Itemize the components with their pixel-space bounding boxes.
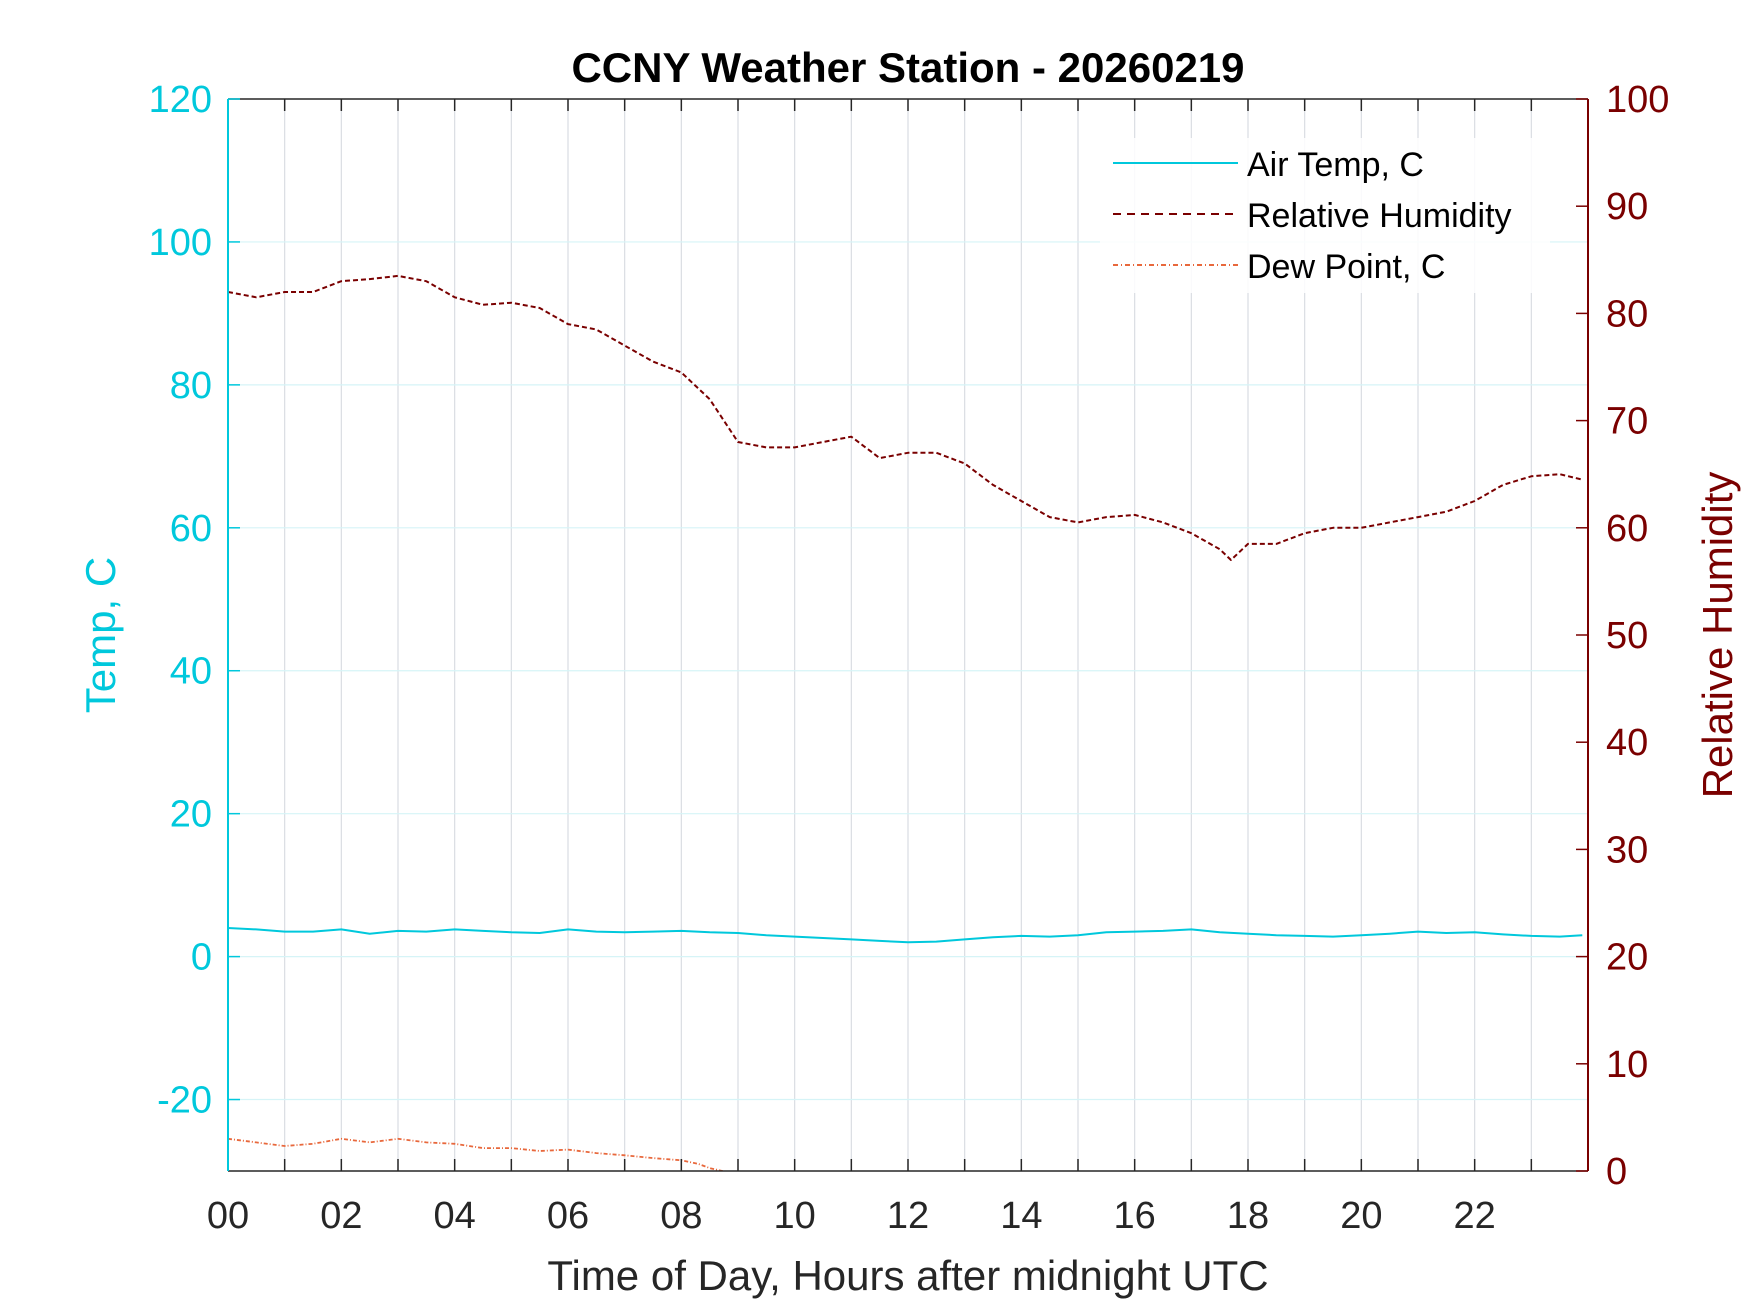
x-ticks: 00 02 04 06 08 10 12 14 16 18 20 22 (207, 99, 1533, 1237)
left-y-tick-label: 20 (170, 794, 212, 836)
left-y-tick-label: 100 (149, 222, 212, 264)
x-tick-label: 04 (434, 1195, 476, 1237)
left-y-tick-label: 40 (170, 651, 212, 693)
x-tick-label: 10 (774, 1195, 816, 1237)
x-tick-label: 00 (207, 1195, 249, 1237)
chart-title: CCNY Weather Station - 20260219 (571, 44, 1244, 91)
left-y-tick-label: 60 (170, 508, 212, 550)
x-gridlines (284, 99, 1532, 1171)
x-tick-label: 18 (1227, 1195, 1269, 1237)
left-y-tick-label: 120 (149, 79, 212, 121)
y-gridlines (228, 241, 1588, 1101)
right-y-tick-label: 100 (1606, 79, 1669, 121)
right-y-axis-label: Relative Humidity (1694, 472, 1741, 799)
left-y-ticks: -20 0 20 40 60 80 100 120 (149, 79, 240, 1122)
right-y-tick-label: 90 (1606, 186, 1648, 228)
x-tick-label: 20 (1340, 1195, 1382, 1237)
x-tick-label: 14 (1000, 1195, 1042, 1237)
right-y-tick-label: 60 (1606, 508, 1648, 550)
series-line-relative-humidity (228, 274, 1583, 561)
left-y-axis-label: Temp, C (77, 557, 124, 713)
x-tick-label: 12 (887, 1195, 929, 1237)
x-tick-label: 22 (1454, 1195, 1496, 1237)
legend-label-dew-point: Dew Point, C (1247, 248, 1445, 286)
left-y-tick-label: -20 (157, 1080, 212, 1122)
x-axis-label: Time of Day, Hours after midnight UTC (547, 1252, 1268, 1299)
legend-label-relative-humidity: Relative Humidity (1247, 197, 1512, 235)
legend-label-air-temp: Air Temp, C (1247, 146, 1424, 184)
x-tick-label: 16 (1114, 1195, 1156, 1237)
right-y-tick-label: 70 (1606, 401, 1648, 443)
right-y-tick-label: 50 (1606, 615, 1648, 657)
right-y-ticks: 0 10 20 30 40 50 60 70 80 90 100 (1576, 79, 1669, 1193)
right-y-tick-label: 80 (1606, 293, 1648, 335)
series-line-air-temp (228, 927, 1583, 944)
series-layer (228, 274, 1583, 1171)
x-tick-label: 06 (547, 1195, 589, 1237)
right-y-tick-label: 30 (1606, 829, 1648, 871)
right-y-tick-label: 20 (1606, 937, 1648, 979)
x-tick-label: 08 (660, 1195, 702, 1237)
left-y-tick-label: 0 (191, 937, 212, 979)
left-y-tick-label: 80 (170, 365, 212, 407)
legend: Air Temp, C Relative Humidity Dew Point,… (1100, 138, 1550, 293)
right-y-tick-label: 40 (1606, 722, 1648, 764)
right-y-tick-label: 0 (1606, 1151, 1627, 1193)
x-tick-label: 02 (320, 1195, 362, 1237)
right-y-tick-label: 10 (1606, 1044, 1648, 1086)
